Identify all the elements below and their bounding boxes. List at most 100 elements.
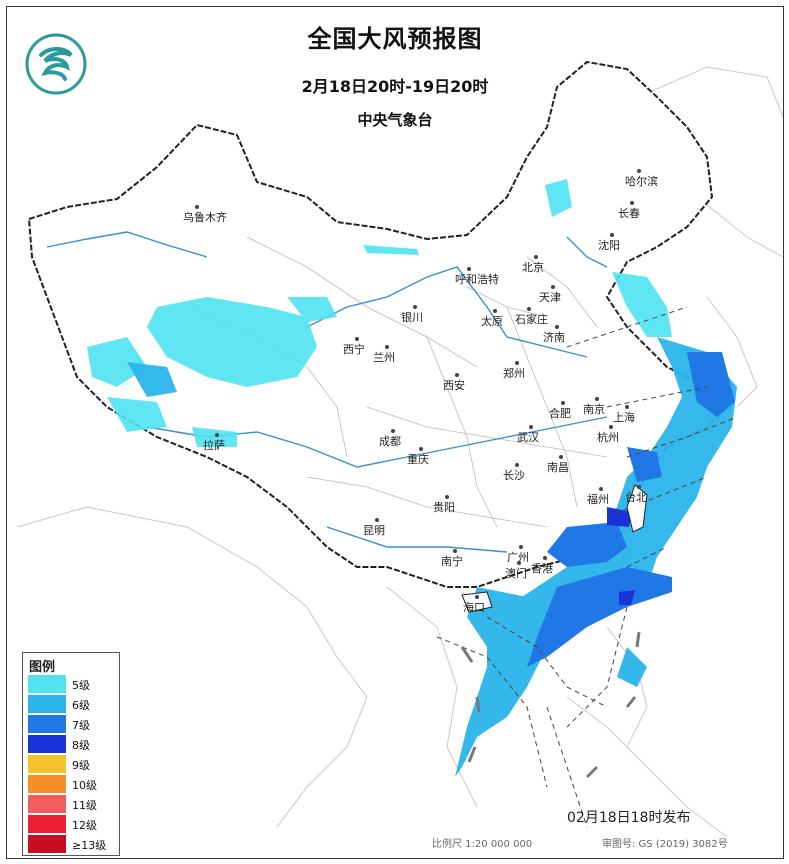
city-dot-xining xyxy=(355,337,359,341)
city-dot-shanghai xyxy=(625,405,629,409)
cma-logo xyxy=(25,33,87,95)
legend-label: ≥13级 xyxy=(72,839,107,852)
city-dot-zhengzhou xyxy=(515,361,519,365)
city-label-changchun: 长春 xyxy=(618,207,640,220)
city-label-changsha: 长沙 xyxy=(503,469,525,482)
city-dot-shenyang xyxy=(610,233,614,237)
city-dot-haikou xyxy=(475,595,479,599)
city-label-zhengzhou: 郑州 xyxy=(503,367,525,380)
city-label-beijing: 北京 xyxy=(522,261,544,274)
legend-row: 7级 xyxy=(28,715,116,733)
city-label-hefei: 合肥 xyxy=(549,407,571,420)
legend-label: 9级 xyxy=(72,759,90,772)
city-dot-fuzhou xyxy=(599,487,603,491)
issuing-agency: 中央气象台 xyxy=(357,111,433,129)
city-label-guangzhou: 广州 xyxy=(507,551,529,564)
city-dot-harbin xyxy=(637,169,641,173)
city-label-lhasa: 拉萨 xyxy=(203,439,225,452)
city-label-urumqi: 乌鲁木齐 xyxy=(183,211,227,224)
city-dot-taiyuan xyxy=(493,309,497,313)
city-label-xian: 西安 xyxy=(443,379,465,392)
city-dot-guiyang xyxy=(445,495,449,499)
city-label-nanchang: 南昌 xyxy=(547,461,569,474)
city-dot-xian xyxy=(455,373,459,377)
city-dot-changchun xyxy=(630,201,634,205)
map-frame: 全国大风预报图 2月18日20时-19日20时 中央气象台 乌鲁木齐 哈尔滨长春沈… xyxy=(6,6,784,859)
city-dot-changsha xyxy=(515,463,519,467)
legend-label: 10级 xyxy=(72,779,97,792)
city-label-nanjing: 南京 xyxy=(583,403,605,416)
legend-swatch xyxy=(28,695,66,713)
city-label-lanzhou: 兰州 xyxy=(373,351,395,364)
legend-swatch xyxy=(28,815,66,833)
city-label-kunming: 昆明 xyxy=(363,524,385,537)
city-dot-hefei xyxy=(561,401,565,405)
city-label-nanning: 南宁 xyxy=(441,555,463,568)
city-label-hohhot: 呼和浩特 xyxy=(455,273,499,286)
forecast-period: 2月18日20时-19日20时 xyxy=(301,77,489,96)
city-label-chengdu: 成都 xyxy=(379,435,401,448)
legend-swatch xyxy=(28,835,66,853)
city-dot-tianjin xyxy=(551,285,555,289)
legend-swatch xyxy=(28,715,66,733)
city-label-hongkong: 香港 xyxy=(531,562,553,575)
issue-time: 02月18日18时发布 xyxy=(567,810,691,826)
map-scale: 比例尺 1:20 000 000 xyxy=(432,839,533,850)
city-label-fuzhou: 福州 xyxy=(587,493,609,506)
legend-label: 11级 xyxy=(72,799,97,812)
city-dot-nanjing xyxy=(595,397,599,401)
city-dot-yinchuan xyxy=(413,305,417,309)
legend-title: 图例 xyxy=(29,660,56,675)
legend-row: ≥13级 xyxy=(28,835,116,853)
legend-row: 12级 xyxy=(28,815,116,833)
wind-level-7-areas xyxy=(527,352,735,667)
city-label-harbin: 哈尔滨 xyxy=(625,175,658,188)
city-dot-hangzhou xyxy=(609,425,613,429)
wind-forecast-map xyxy=(16,60,783,838)
legend-swatch xyxy=(28,775,66,793)
city-dot-hongkong xyxy=(543,556,547,560)
city-dot-nanchang xyxy=(559,455,563,459)
city-label-guiyang: 贵阳 xyxy=(433,501,455,514)
city-label-taiyuan: 太原 xyxy=(481,315,503,328)
city-dot-macau xyxy=(517,561,521,565)
legend-row: 9级 xyxy=(28,755,116,773)
legend-label: 12级 xyxy=(72,819,97,832)
city-dot-chongqing xyxy=(419,447,423,451)
city-label-chongqing: 重庆 xyxy=(407,453,429,466)
legend-swatch xyxy=(28,795,66,813)
legend: 图例 5级 6级 7级 8级 9级 10级 11级 12级 ≥13级 xyxy=(22,652,120,856)
city-label-taibei: 台北 xyxy=(625,491,647,504)
legend-swatch xyxy=(28,755,66,773)
legend-row: 11级 xyxy=(28,795,116,813)
city-label-haikou: 海口 xyxy=(463,601,485,614)
legend-label: 7级 xyxy=(72,719,90,732)
city-label-macau: 澳门 xyxy=(505,567,527,580)
legend-swatch xyxy=(28,675,66,693)
map-title: 全国大风预报图 xyxy=(307,25,483,53)
city-dot-wuhan xyxy=(529,425,533,429)
legend-row: 10级 xyxy=(28,775,116,793)
legend-label: 5级 xyxy=(72,679,90,692)
legend-swatch xyxy=(28,735,66,753)
city-dot-chengdu xyxy=(391,429,395,433)
city-dot-beijing xyxy=(534,255,538,259)
legend-row: 5级 xyxy=(28,675,116,693)
city-dot-hohhot xyxy=(467,267,471,271)
wind-level-5-areas xyxy=(87,179,672,447)
city-label-shenyang: 沈阳 xyxy=(598,239,620,252)
legend-row: 8级 xyxy=(28,735,116,753)
city-dot-jinan xyxy=(555,325,559,329)
neighbor-outlines xyxy=(16,66,783,838)
city-label-wuhan: 武汉 xyxy=(517,431,539,444)
legend-label: 8级 xyxy=(72,739,90,752)
city-label-shijiazhuang: 石家庄 xyxy=(515,313,548,326)
wind-level-8-areas xyxy=(607,507,635,605)
hainan-island xyxy=(461,591,493,613)
city-dot-shijiazhuang xyxy=(527,307,531,311)
city-dot-lhasa xyxy=(215,433,219,437)
city-label-jinan: 济南 xyxy=(543,331,565,344)
legend-row: 6级 xyxy=(28,695,116,713)
city-label-xining: 西宁 xyxy=(343,343,365,356)
city-label-yinchuan: 银川 xyxy=(401,311,423,324)
